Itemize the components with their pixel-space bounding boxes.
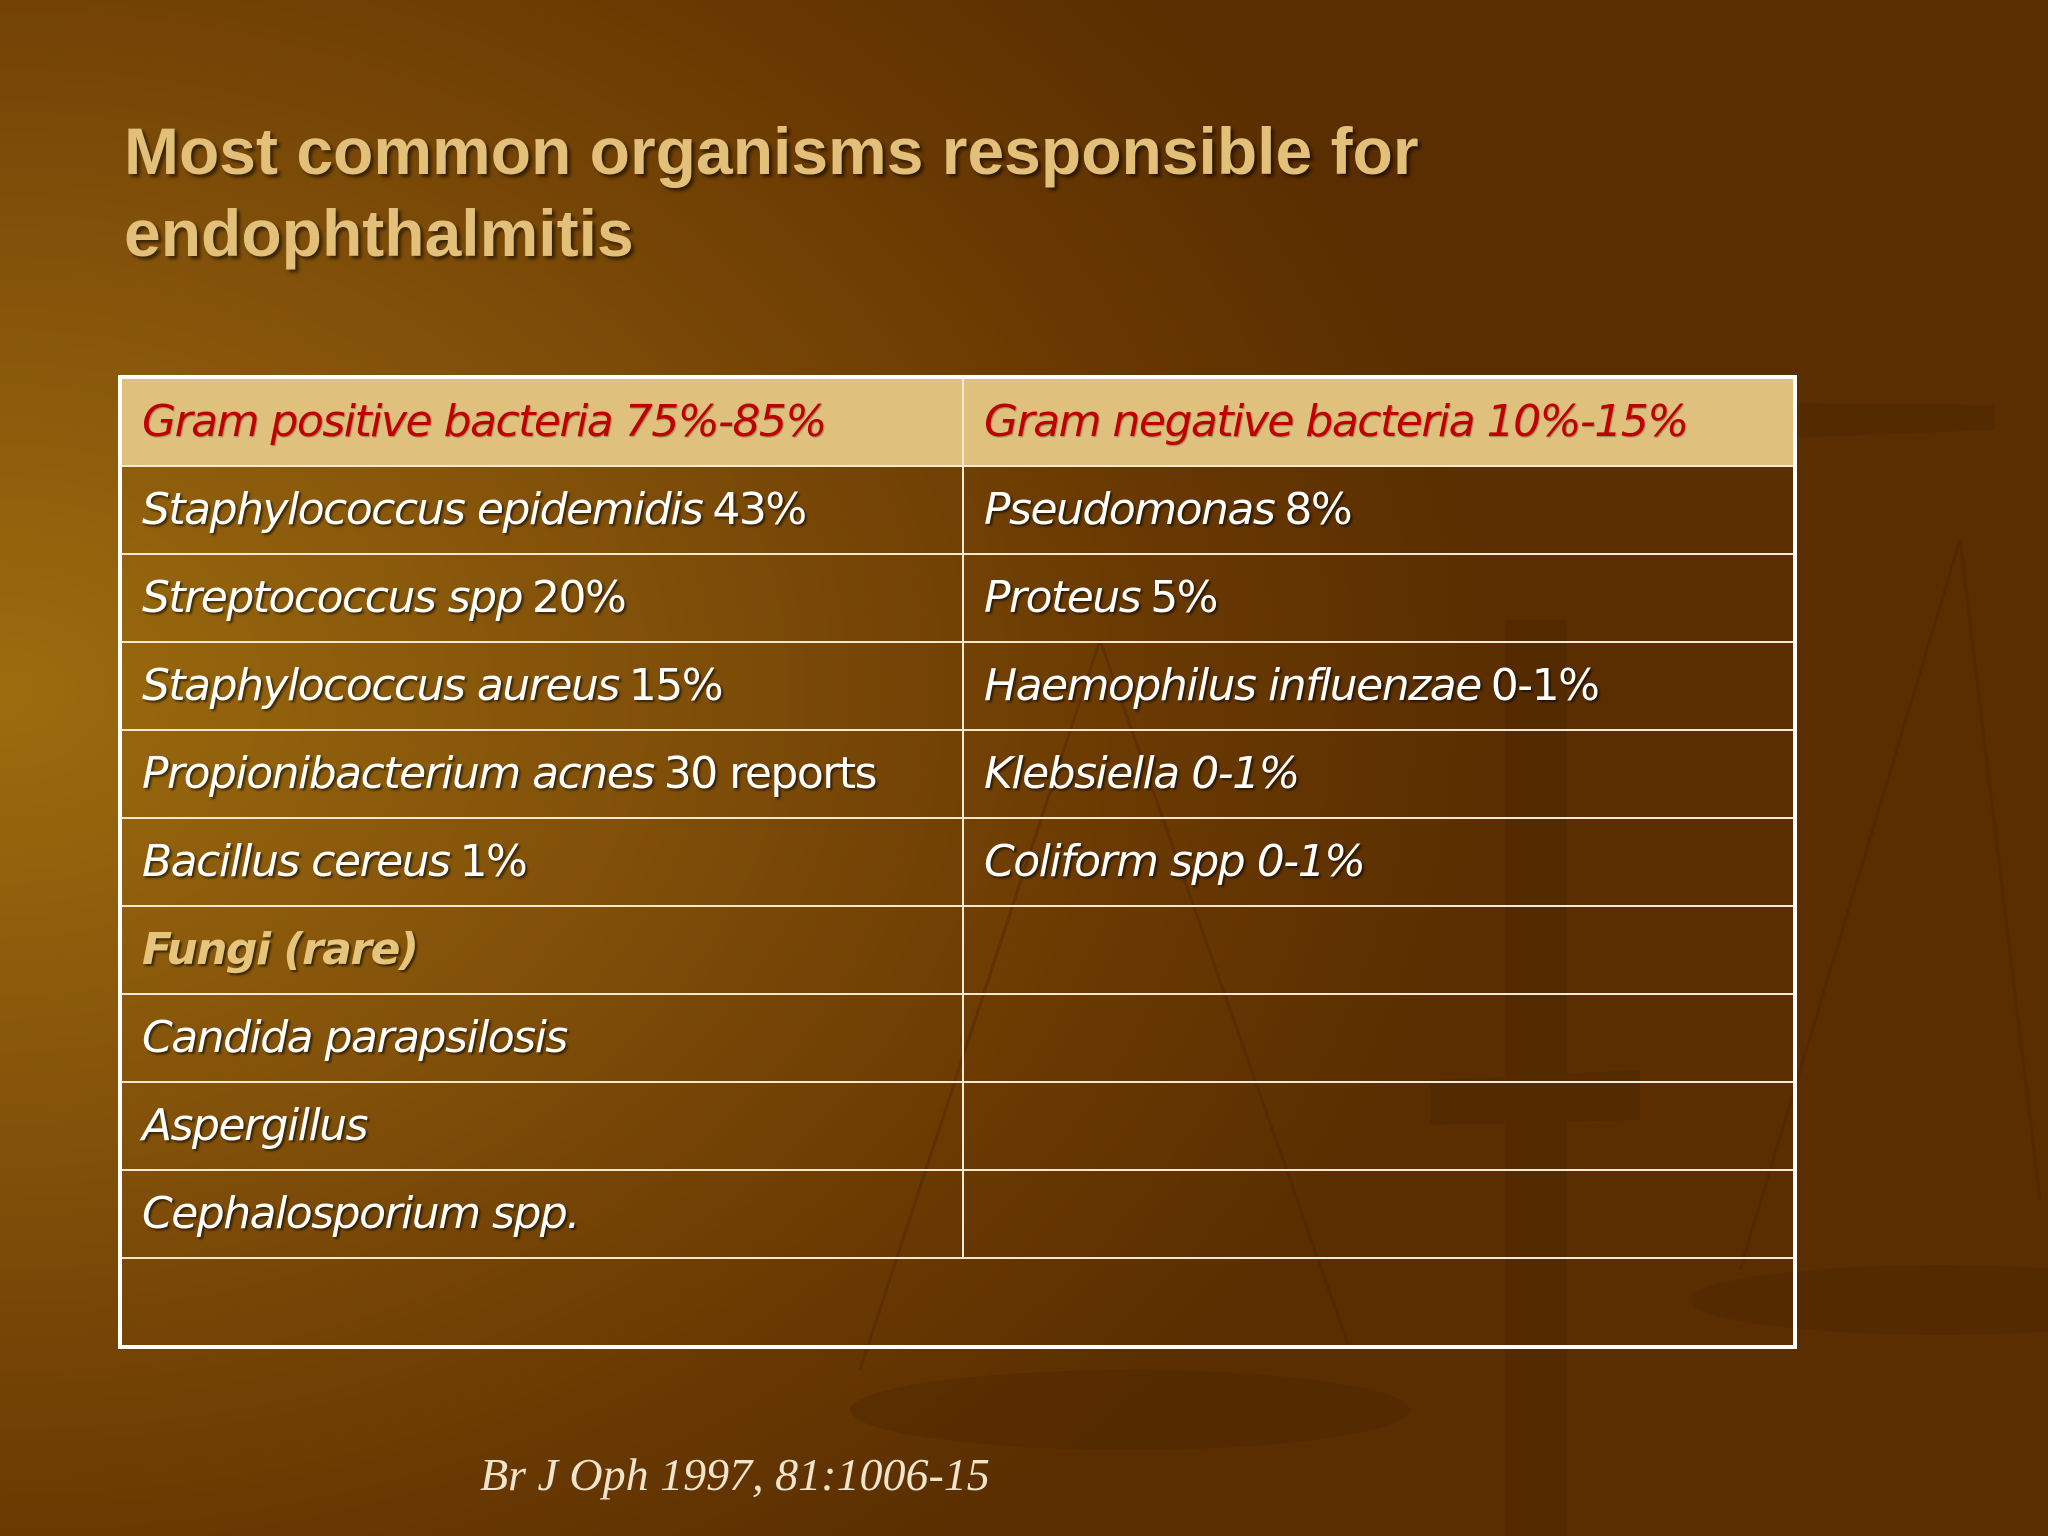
organism-name: Coliform spp 0-1% xyxy=(984,836,1366,887)
header-row: Gram positive bacteria 75%-85% Gram negat… xyxy=(119,376,1796,467)
organism-name: Staphylococcus epidemidis xyxy=(142,484,704,535)
organism-frequency: 1% xyxy=(459,836,528,887)
table-cell: Propionibacterium acnes 30 reports xyxy=(119,729,964,819)
organism-frequency: 30 reports xyxy=(663,748,878,799)
table-cell: Aspergillus xyxy=(119,1081,964,1171)
fungi-heading: Fungi (rare) xyxy=(119,905,964,995)
organism-frequency: 43% xyxy=(712,484,807,535)
table-cell xyxy=(962,1081,1796,1171)
table-row: Cephalosporium spp. xyxy=(119,1169,1796,1259)
table-row: Staphylococcus epidemidis 43% Pseudomonas 8… xyxy=(119,465,1796,555)
table-cell xyxy=(962,905,1796,995)
table-cell xyxy=(962,993,1796,1083)
table-cell xyxy=(962,1169,1796,1259)
table-cell: Klebsiella 0-1% xyxy=(962,729,1796,819)
organism-name: Streptococcus spp xyxy=(142,572,524,623)
scale-pan xyxy=(850,1370,1410,1450)
table-row: Bacillus cereus 1% Coliform spp 0-1% xyxy=(119,817,1796,907)
table-row: Candida parapsilosis xyxy=(119,993,1796,1083)
table-cell xyxy=(119,1257,1796,1348)
organism-name: Aspergillus xyxy=(142,1100,369,1151)
table-cell: Staphylococcus epidemidis 43% xyxy=(119,465,964,555)
organism-frequency: 8% xyxy=(1284,484,1352,535)
organism-frequency: 15% xyxy=(628,660,724,711)
organism-table: Gram positive bacteria 75%-85% Gram negat… xyxy=(118,375,1797,1349)
table-row: Fungi (rare) xyxy=(119,905,1796,995)
header-cell: Gram negative bacteria 10%-15% xyxy=(962,376,1796,467)
organism-name: Staphylococcus aureus xyxy=(142,660,620,711)
table-cell: Proteus 5% xyxy=(962,553,1796,643)
slide-title: Most common organisms responsible for en… xyxy=(124,114,1419,270)
table-cell: Coliform spp 0-1% xyxy=(962,817,1796,907)
organism-frequency: 5% xyxy=(1150,572,1218,623)
table-row: Streptococcus spp 20% Proteus 5% xyxy=(119,553,1796,643)
table-row: Staphylococcus aureus 15% Haemophilus infl… xyxy=(119,641,1796,731)
citation: Br J Oph 1997, 81:1006-15 xyxy=(480,1449,990,1500)
organism-name: Klebsiella 0-1% xyxy=(984,748,1300,799)
table-cell: Staphylococcus aureus 15% xyxy=(119,641,964,731)
organism-name: Bacillus cereus xyxy=(142,836,451,887)
table-cell: Pseudomonas 8% xyxy=(962,465,1796,555)
organism-frequency: 20% xyxy=(532,572,627,623)
organism-name: Cephalosporium spp. xyxy=(142,1188,580,1239)
organism-name: Haemophilus influenzae xyxy=(984,660,1482,711)
organism-name: Pseudomonas xyxy=(984,484,1276,535)
table-row: Aspergillus xyxy=(119,1081,1796,1171)
table-cell: Haemophilus influenzae 0-1% xyxy=(962,641,1796,731)
table-cell: Cephalosporium spp. xyxy=(119,1169,964,1259)
table-row: Propionibacterium acnes 30 reports Klebsie… xyxy=(119,729,1796,819)
table-cell: Streptococcus spp 20% xyxy=(119,553,964,643)
organism-name: Proteus xyxy=(984,572,1142,623)
empty-row xyxy=(119,1257,1796,1348)
table-cell: Candida parapsilosis xyxy=(119,993,964,1083)
organism-frequency: 0-1% xyxy=(1490,660,1600,711)
organism-name: Propionibacterium acnes xyxy=(142,748,655,799)
header-cell: Gram positive bacteria 75%-85% xyxy=(119,376,964,467)
organism-name: Candida parapsilosis xyxy=(142,1012,568,1063)
table-cell: Bacillus cereus 1% xyxy=(119,817,964,907)
